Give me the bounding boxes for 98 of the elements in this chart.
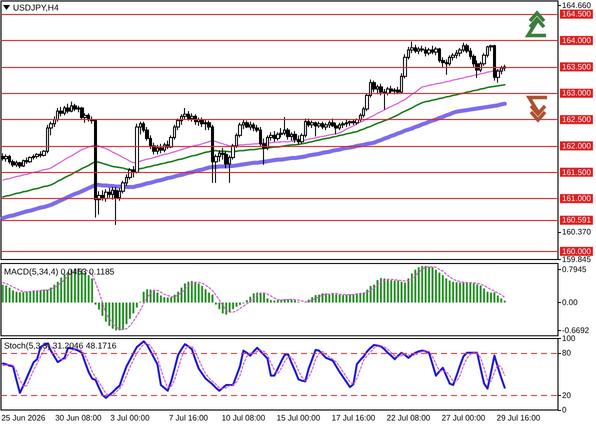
candlestick bbox=[80, 106, 84, 120]
candlestick bbox=[338, 122, 341, 131]
ref-line-label: 162.500 bbox=[562, 115, 592, 124]
candlestick bbox=[276, 132, 280, 142]
candlestick bbox=[283, 116, 286, 136]
y-tick-label: -0.6692 bbox=[562, 326, 590, 335]
candlestick bbox=[32, 154, 35, 160]
x-tick-label: 3 Jul 00:00 bbox=[110, 414, 150, 422]
candlestick bbox=[376, 84, 379, 95]
candlestick bbox=[427, 47, 431, 56]
candlestick bbox=[8, 154, 11, 164]
candlestick bbox=[297, 134, 300, 146]
ref-line-label: 164.000 bbox=[562, 36, 592, 46]
x-tick-label: 22 Jul 08:00 bbox=[386, 414, 431, 422]
x-tick-label: 27 Jul 00:00 bbox=[442, 414, 486, 422]
ref-line-label: 163.500 bbox=[562, 62, 592, 72]
x-tick-label: 17 Jul 16:00 bbox=[332, 414, 376, 422]
line-series bbox=[2, 266, 506, 330]
candlestick bbox=[438, 47, 441, 64]
candlestick bbox=[4, 154, 8, 162]
candlestick bbox=[104, 188, 108, 202]
y-tick-label: 159.845 bbox=[562, 255, 592, 264]
line-series bbox=[2, 84, 506, 198]
chart-title: USDJPY,H4 bbox=[13, 2, 59, 12]
candlestick bbox=[108, 188, 111, 198]
candlestick bbox=[66, 103, 70, 114]
candlestick bbox=[414, 44, 417, 54]
candlestick bbox=[445, 59, 448, 76]
line-series bbox=[0, 102, 507, 220]
ref-line-label: 161.000 bbox=[562, 194, 592, 204]
ref-line-label: 164.500 bbox=[562, 10, 592, 19]
candlestick bbox=[389, 85, 393, 94]
candlestick bbox=[345, 119, 348, 128]
candlestick bbox=[18, 161, 22, 169]
x-tick-label: 15 Jul 00:00 bbox=[276, 414, 321, 422]
x-tick-label: 10 Jul 08:00 bbox=[222, 414, 266, 422]
candlestick bbox=[273, 130, 276, 142]
candlestick bbox=[94, 119, 97, 218]
candlestick bbox=[156, 144, 159, 155]
candlestick bbox=[341, 121, 345, 129]
ref-line-label: 160.591 bbox=[562, 216, 592, 225]
candlestick bbox=[15, 160, 18, 168]
y-tick-label: 0 bbox=[562, 406, 567, 414]
candlestick bbox=[249, 121, 252, 131]
x-tick-label: 30 Jun 08:00 bbox=[55, 414, 102, 422]
candlestick bbox=[334, 122, 338, 135]
candlestick bbox=[348, 120, 352, 126]
candlestick bbox=[200, 116, 204, 128]
candlestick bbox=[462, 42, 465, 53]
candlestick bbox=[245, 120, 249, 129]
candlestick bbox=[328, 120, 331, 129]
candlestick bbox=[321, 121, 324, 130]
candlestick bbox=[114, 186, 118, 226]
candlestick bbox=[190, 112, 194, 122]
candlestick bbox=[424, 46, 427, 57]
candlestick bbox=[159, 143, 163, 154]
candlestick bbox=[39, 150, 42, 158]
candlestick bbox=[70, 101, 73, 113]
y-tick-label: 160.370 bbox=[562, 227, 592, 236]
y-tick-label: 0.7945 bbox=[562, 265, 588, 274]
candlestick bbox=[324, 122, 328, 131]
candlestick bbox=[393, 87, 396, 95]
candlestick bbox=[431, 45, 434, 55]
y-tick-label: 20 bbox=[562, 391, 572, 400]
candlestick bbox=[197, 116, 200, 126]
y-tick-label: 100 bbox=[562, 334, 576, 343]
y-tick-label: 164.660 bbox=[562, 1, 592, 10]
candlestick bbox=[455, 50, 458, 59]
candlestick bbox=[87, 112, 90, 122]
y-tick-label: 80 bbox=[562, 348, 572, 358]
candlestick bbox=[314, 121, 317, 137]
candlestick bbox=[35, 152, 39, 160]
candlestick bbox=[290, 132, 293, 142]
candlestick bbox=[493, 44, 496, 82]
line-series bbox=[2, 68, 506, 181]
candlestick bbox=[187, 110, 190, 122]
candlestick bbox=[211, 124, 214, 184]
candlestick bbox=[28, 156, 32, 164]
candlestick bbox=[420, 45, 424, 53]
x-tick-label: 7 Jul 16:00 bbox=[168, 414, 209, 422]
candlestick bbox=[46, 124, 49, 154]
candlestick bbox=[63, 105, 66, 116]
ref-line-label: 160.000 bbox=[562, 246, 592, 256]
candlestick bbox=[11, 159, 15, 168]
candlestick bbox=[417, 46, 420, 55]
x-tick-label: 25 Jun 2026 bbox=[1, 414, 46, 422]
ref-line-label: 162.000 bbox=[562, 141, 592, 150]
candlestick bbox=[22, 159, 25, 168]
candlestick bbox=[73, 103, 77, 112]
candlestick bbox=[252, 122, 255, 132]
ref-line-label: 161.500 bbox=[562, 168, 592, 177]
candlestick bbox=[293, 130, 297, 144]
y-tick-label: 0.00 bbox=[562, 298, 578, 308]
candlestick bbox=[352, 119, 355, 126]
candlestick bbox=[204, 119, 207, 131]
candlestick bbox=[25, 157, 29, 164]
x-tick-label: 29 Jul 16:00 bbox=[496, 414, 541, 422]
ref-line-label: 163.000 bbox=[562, 88, 592, 98]
